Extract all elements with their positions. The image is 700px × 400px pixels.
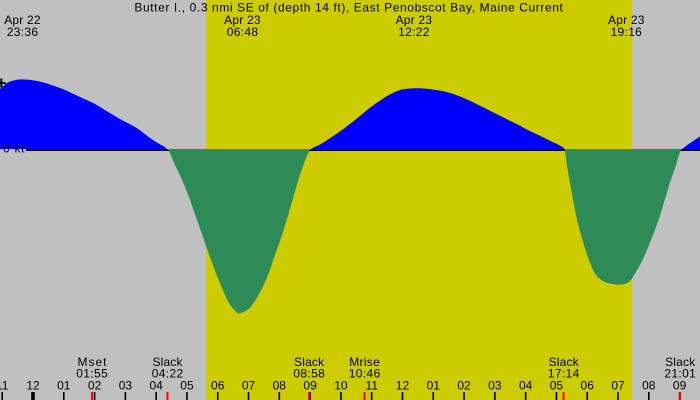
svg-text:07: 07 bbox=[242, 379, 256, 393]
svg-text:07: 07 bbox=[611, 379, 625, 393]
svg-text:06:48: 06:48 bbox=[227, 25, 259, 39]
svg-text:23:36: 23:36 bbox=[7, 25, 39, 39]
svg-text:Butter I., 0.3 nmi SE of (dept: Butter I., 0.3 nmi SE of (depth 14 ft), … bbox=[134, 1, 563, 15]
svg-text:Apr 23: Apr 23 bbox=[396, 13, 433, 27]
svg-text:01: 01 bbox=[427, 379, 441, 393]
svg-text:10:46: 10:46 bbox=[349, 366, 381, 380]
svg-text:03: 03 bbox=[119, 379, 133, 393]
svg-text:12: 12 bbox=[396, 379, 410, 393]
svg-text:04:22: 04:22 bbox=[152, 366, 184, 380]
svg-text:02: 02 bbox=[457, 379, 471, 393]
svg-text:12:22: 12:22 bbox=[398, 25, 430, 39]
svg-text:01: 01 bbox=[57, 379, 71, 393]
svg-text:06: 06 bbox=[211, 379, 225, 393]
svg-text:12: 12 bbox=[26, 379, 40, 393]
svg-text:09: 09 bbox=[303, 379, 317, 393]
svg-text:05: 05 bbox=[550, 379, 564, 393]
svg-text:06: 06 bbox=[581, 379, 595, 393]
svg-text:11: 11 bbox=[0, 379, 9, 393]
svg-text:Slack: Slack bbox=[152, 355, 183, 369]
svg-text:10: 10 bbox=[334, 379, 348, 393]
svg-text:11: 11 bbox=[365, 379, 378, 393]
svg-text:08:58: 08:58 bbox=[293, 366, 325, 380]
svg-text:Apr 22: Apr 22 bbox=[4, 13, 41, 27]
svg-text:19:16: 19:16 bbox=[611, 25, 643, 39]
svg-text:03: 03 bbox=[488, 379, 502, 393]
svg-text:08: 08 bbox=[642, 379, 656, 393]
svg-text:01:55: 01:55 bbox=[76, 366, 108, 380]
svg-text:Mset: Mset bbox=[78, 355, 108, 369]
svg-text:Apr 23: Apr 23 bbox=[224, 13, 261, 27]
svg-text:Apr 23: Apr 23 bbox=[608, 13, 645, 27]
svg-text:09: 09 bbox=[673, 379, 687, 393]
svg-text:Mrise: Mrise bbox=[349, 355, 380, 369]
svg-text:08: 08 bbox=[273, 379, 287, 393]
svg-text:Slack: Slack bbox=[549, 355, 580, 369]
svg-text:21:01: 21:01 bbox=[664, 366, 696, 380]
svg-text:05: 05 bbox=[180, 379, 194, 393]
svg-text:Slack: Slack bbox=[665, 355, 696, 369]
svg-text:02: 02 bbox=[88, 379, 102, 393]
svg-text:0 kt: 0 kt bbox=[3, 142, 25, 156]
svg-text:17:14: 17:14 bbox=[548, 366, 580, 380]
svg-text:Slack: Slack bbox=[294, 355, 325, 369]
svg-text:04: 04 bbox=[519, 379, 533, 393]
svg-text:04: 04 bbox=[149, 379, 163, 393]
